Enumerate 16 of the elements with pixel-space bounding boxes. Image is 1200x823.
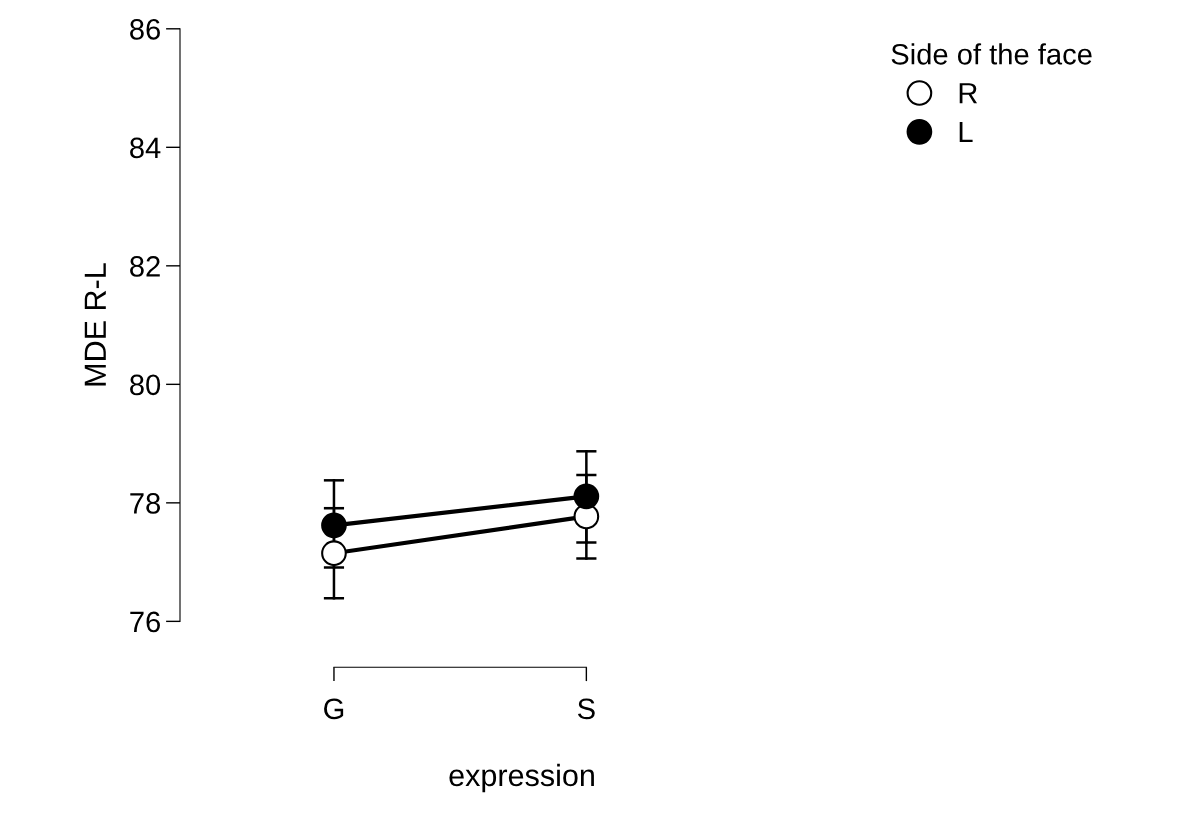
x-tick-label: G (324, 698, 344, 720)
y-axis-title: MDE R-L (84, 263, 106, 386)
point (573, 483, 600, 510)
y-tick-label: 80 (130, 374, 161, 396)
legend-title: Side of the face (891, 43, 1092, 65)
y-tick-label: 84 (130, 137, 161, 159)
x-tick-label: S (577, 698, 595, 720)
x-axis-title: expression (449, 763, 594, 793)
legend-label: L (959, 121, 973, 143)
y-tick-label: 86 (130, 19, 160, 40)
legend-label: R (959, 83, 978, 104)
y-tick-label: 78 (130, 493, 160, 514)
point (321, 512, 347, 539)
point (321, 540, 347, 567)
y-tick-label: 82 (130, 256, 160, 277)
y-tick-label: 76 (130, 611, 160, 633)
